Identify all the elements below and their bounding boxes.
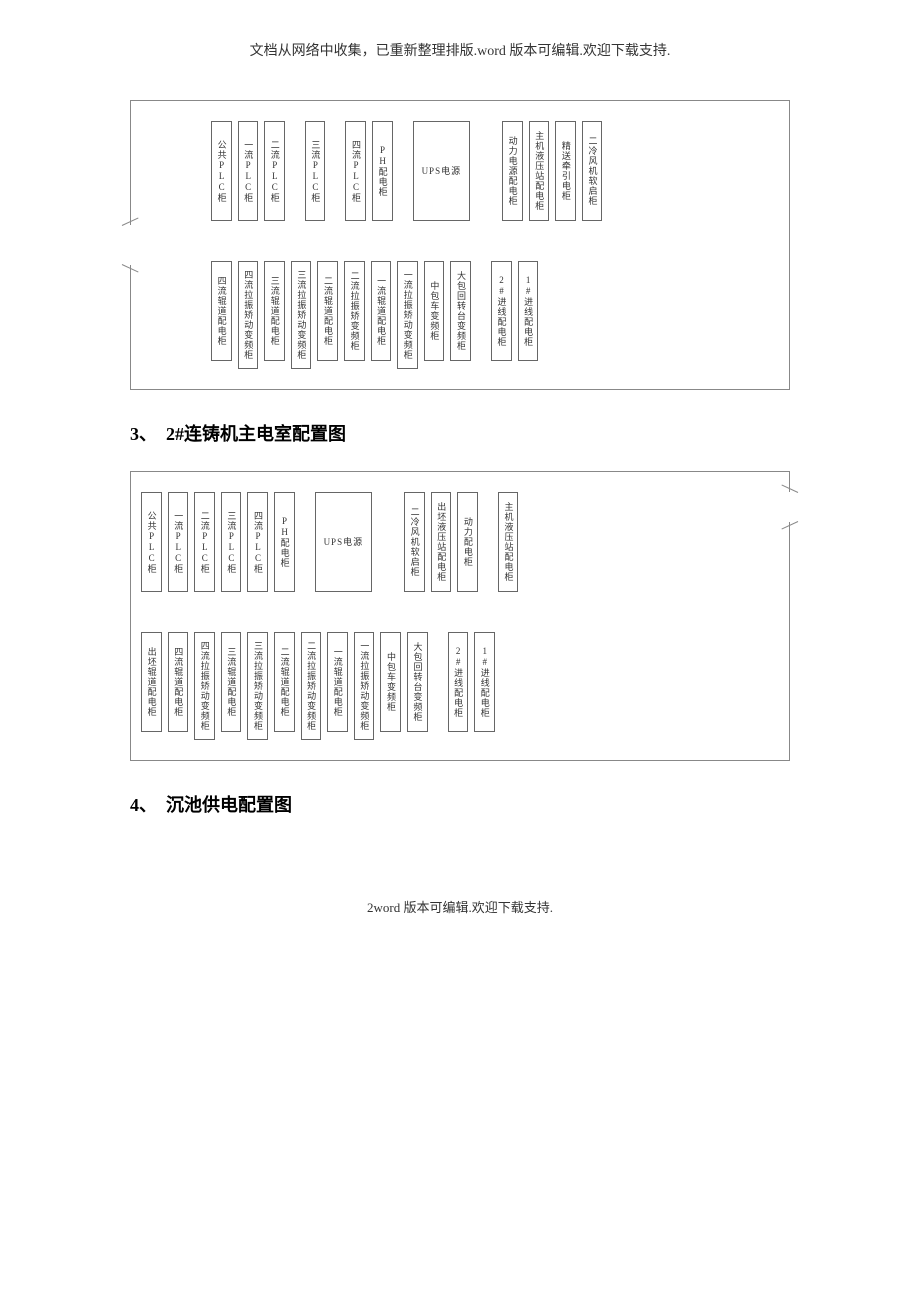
- cabinet-ups: UPS电源: [315, 492, 373, 592]
- cabinet: 四流拉振矫动变频柜: [238, 261, 259, 369]
- cabinet: 中包车变频柜: [424, 261, 445, 361]
- cabinet: 公共PLC柜: [211, 121, 232, 221]
- cabinet: 二流辊道配电柜: [274, 632, 295, 732]
- cabinet: 一流辊道配电柜: [327, 632, 348, 732]
- cabinet: PH配电柜: [372, 121, 393, 221]
- diagram-1-row-2: 四流辊道配电柜 四流拉振矫动变频柜 三流辊道配电柜 三流拉振矫动变频柜 二流辊道…: [211, 261, 779, 369]
- cabinet: 中包车变频柜: [380, 632, 401, 732]
- cabinet: 一流拉振矫动变频柜: [397, 261, 418, 369]
- cabinet: 2#进线配电柜: [448, 632, 469, 732]
- notch-right: [781, 492, 797, 522]
- cabinet: 出坯辊道配电柜: [141, 632, 162, 732]
- cabinet: 三流拉振矫动变频柜: [291, 261, 312, 369]
- cabinet: 大包回转台变频柜: [407, 632, 428, 732]
- cabinet: PH配电柜: [274, 492, 295, 592]
- cabinet-ups: UPS电源: [413, 121, 471, 221]
- cabinet: 出坯液压站配电柜: [431, 492, 452, 592]
- cabinet: 三流PLC柜: [305, 121, 326, 221]
- footer-note: 2word 版本可编辑.欢迎下载支持.: [0, 897, 920, 916]
- cabinet: 二冷风机软启柜: [404, 492, 425, 592]
- cabinet: 三流辊道配电柜: [221, 632, 242, 732]
- notch-left: [123, 225, 139, 265]
- diagram-2-row-1: 公共PLC柜 一流PLC柜 二流PLC柜 三流PLC柜 四流PLC柜 PH配电柜…: [141, 492, 779, 592]
- diagram-2-row-2: 出坯辊道配电柜 四流辊道配电柜 四流拉振矫动变频柜 三流辊道配电柜 三流拉振矫动…: [141, 632, 779, 740]
- cabinet: 四流PLC柜: [247, 492, 268, 592]
- diagram-1-row-1: 公共PLC柜 一流PLC柜 二流PLC柜 三流PLC柜 四流PLC柜 PH配电柜…: [211, 121, 779, 221]
- cabinet: 四流辊道配电柜: [168, 632, 189, 732]
- cabinet: 1#进线配电柜: [474, 632, 495, 732]
- cabinet: 二冷风机软启柜: [582, 121, 603, 221]
- cabinet: 一流辊道配电柜: [371, 261, 392, 361]
- cabinet: 主机液压站配电柜: [498, 492, 519, 592]
- cabinet: 二流拉振矫动变频柜: [301, 632, 322, 740]
- cabinet: 大包回转台变频柜: [450, 261, 471, 361]
- cabinet: 一流拉振矫动变频柜: [354, 632, 375, 740]
- cabinet: 三流辊道配电柜: [264, 261, 285, 361]
- diagram-1: 公共PLC柜 一流PLC柜 二流PLC柜 三流PLC柜 四流PLC柜 PH配电柜…: [130, 100, 790, 390]
- header-note: 文档从网络中收集，已重新整理排版.word 版本可编辑.欢迎下载支持.: [0, 40, 920, 60]
- cabinet: 一流PLC柜: [168, 492, 189, 592]
- cabinet: 动力电源配电柜: [502, 121, 523, 221]
- cabinet: 四流拉振矫动变频柜: [194, 632, 215, 740]
- cabinet: 四流PLC柜: [345, 121, 366, 221]
- cabinet: 精送牵引电柜: [555, 121, 576, 221]
- cabinet: 二流辊道配电柜: [317, 261, 338, 361]
- cabinet: 1#进线配电柜: [518, 261, 539, 361]
- section-heading-4: 4、 沉池供电配置图: [130, 791, 790, 817]
- cabinet: 二流PLC柜: [264, 121, 285, 221]
- cabinet: 二流PLC柜: [194, 492, 215, 592]
- cabinet: 主机液压站配电柜: [529, 121, 550, 221]
- diagram-2: 公共PLC柜 一流PLC柜 二流PLC柜 三流PLC柜 四流PLC柜 PH配电柜…: [130, 471, 790, 761]
- cabinet: 四流辊道配电柜: [211, 261, 232, 361]
- cabinet: 公共PLC柜: [141, 492, 162, 592]
- cabinet: 2#进线配电柜: [491, 261, 512, 361]
- section-heading-3: 3、 2#连铸机主电室配置图: [130, 420, 790, 446]
- cabinet: 三流PLC柜: [221, 492, 242, 592]
- cabinet: 动力配电柜: [457, 492, 478, 592]
- cabinet: 一流PLC柜: [238, 121, 259, 221]
- cabinet: 二流拉振矫变频柜: [344, 261, 365, 361]
- cabinet: 三流拉振矫动变频柜: [247, 632, 268, 740]
